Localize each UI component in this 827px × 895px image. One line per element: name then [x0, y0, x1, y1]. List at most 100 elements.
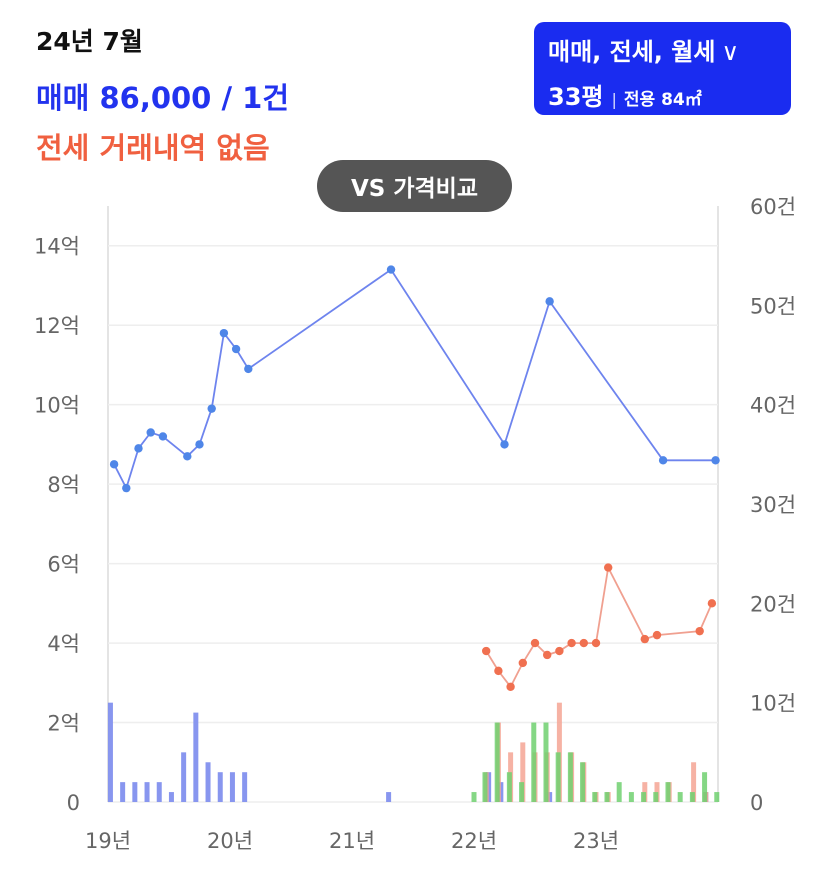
- chart-grid: [107, 206, 719, 803]
- sale-price-point: [146, 428, 155, 437]
- vs-compare-button[interactable]: VS 가격비교: [317, 160, 512, 212]
- volume-bars: [107, 702, 720, 802]
- y-right-tick-label: 0: [750, 791, 763, 815]
- sale-volume-bar: [386, 792, 392, 802]
- sale-price-point: [183, 452, 192, 461]
- monthly-volume-bar: [677, 792, 683, 802]
- monthly-volume-bar: [494, 722, 500, 802]
- monthly-volume-bar: [653, 792, 659, 802]
- sale-volume-bar: [181, 752, 187, 802]
- area-label: 전용 84㎡: [623, 90, 702, 110]
- jeonse-price-point: [567, 638, 576, 648]
- trade-type-label: 매매, 전세, 월세: [548, 38, 716, 66]
- y-right-tick-label: 20건: [750, 592, 796, 616]
- sale-price-point: [207, 404, 216, 413]
- x-tick-label: 20년: [207, 829, 253, 853]
- sale-volume-bar: [168, 792, 174, 802]
- monthly-volume-bar: [665, 782, 671, 802]
- monthly-volume-bar: [555, 752, 561, 802]
- sale-price-point: [231, 344, 241, 354]
- axis-ticks: 0 2억 4억 6억 8억 10억 12억 14억 0 10건 20건 30건 40건 50건 60건 19년…: [34, 195, 796, 853]
- monthly-volume-bar: [641, 792, 647, 802]
- monthly-volume-bar: [506, 772, 512, 802]
- jeonse-price-point: [494, 666, 503, 676]
- divider: |: [611, 90, 617, 109]
- jeonse-price-point: [482, 646, 491, 656]
- sale-price-point: [158, 432, 168, 441]
- monthly-volume-bar: [604, 792, 610, 802]
- price-lines: [113, 268, 716, 689]
- jeonse-price-point: [543, 650, 552, 660]
- sale-summary: 매매 86,000 / 1건: [36, 81, 290, 115]
- monthly-volume-bar: [628, 792, 634, 802]
- monthly-volume-bar: [482, 772, 488, 802]
- monthly-volume-bar: [567, 752, 573, 802]
- sale-price-point: [195, 440, 204, 449]
- period-label: 24년 7월: [36, 27, 143, 56]
- jeonse-price-point: [652, 630, 662, 640]
- jeonse-price-point: [579, 638, 588, 648]
- monthly-volume-bar: [519, 782, 525, 802]
- x-tick-label: 21년: [329, 829, 375, 853]
- sale-volume-bar: [107, 702, 113, 802]
- x-tick-label: 23년: [573, 829, 619, 853]
- y-left-tick-label: 2억: [47, 712, 80, 736]
- y-left-tick-label: 10억: [34, 394, 80, 418]
- sale-volume-bar: [120, 782, 126, 802]
- jeonse-price-point: [695, 626, 704, 636]
- jeonse-price-point: [591, 638, 601, 648]
- monthly-volume-bar: [531, 722, 537, 802]
- jeonse-price-point: [640, 634, 649, 644]
- y-left-tick-label: 12억: [34, 314, 80, 338]
- sale-volume-bar: [132, 782, 138, 802]
- size-filter-row: 33평 | 전용 84㎡: [548, 77, 777, 112]
- sale-volume-bar: [229, 772, 235, 802]
- sale-volume-bar: [156, 782, 162, 802]
- chevron-down-icon: ∨: [721, 38, 740, 66]
- monthly-volume-bar: [543, 722, 549, 802]
- jeonse-price-point: [707, 599, 717, 608]
- sale-volume-bar: [144, 782, 150, 802]
- sale-price-point: [122, 483, 131, 493]
- sale-price-point: [244, 364, 253, 374]
- monthly-volume-bar: [592, 792, 598, 802]
- sale-price-line: [113, 268, 716, 491]
- sale-price-point: [711, 456, 720, 465]
- pyeong-label: 33평: [548, 83, 604, 111]
- x-tick-label: 19년: [85, 829, 131, 853]
- sale-price-point: [134, 444, 143, 453]
- jeonse-price-point: [555, 646, 564, 656]
- sale-volume-bar: [193, 712, 199, 802]
- sale-price-point: [658, 456, 668, 465]
- monthly-volume-bar: [471, 792, 477, 802]
- sale-price-point: [109, 460, 119, 469]
- jeonse-volume-bar: [520, 742, 526, 802]
- sale-volume-bar: [242, 772, 248, 802]
- y-right-tick-label: 10건: [750, 692, 796, 716]
- y-left-tick-label: 4억: [47, 632, 80, 656]
- sale-volume-bar: [205, 762, 211, 802]
- jeonse-price-line: [485, 564, 713, 689]
- monthly-volume-bar: [580, 762, 586, 802]
- jeonse-volume-bar: [691, 762, 697, 802]
- sale-volume-bar: [217, 772, 223, 802]
- price-points: [109, 265, 720, 691]
- sale-price-point: [545, 297, 554, 306]
- monthly-volume-bar: [689, 792, 695, 802]
- jeonse-price-point: [604, 563, 613, 572]
- monthly-volume-bar: [702, 772, 708, 802]
- y-right-tick-label: 30건: [750, 493, 796, 517]
- monthly-volume-bar: [616, 782, 622, 802]
- x-tick-label: 22년: [451, 829, 497, 853]
- trade-filter-button[interactable]: 매매, 전세, 월세 ∨ 33평 | 전용 84㎡: [534, 22, 791, 115]
- jeonse-price-point: [530, 638, 540, 648]
- sale-price-point: [500, 440, 509, 449]
- y-left-tick-label: 0: [67, 791, 80, 815]
- y-left-tick-label: 8억: [47, 473, 80, 497]
- trade-filter-row: 매매, 전세, 월세 ∨: [548, 32, 777, 67]
- y-left-tick-label: 14억: [34, 235, 80, 259]
- y-right-tick-label: 40건: [750, 394, 796, 418]
- sale-price-point: [386, 265, 396, 274]
- y-right-tick-label: 60건: [750, 195, 796, 219]
